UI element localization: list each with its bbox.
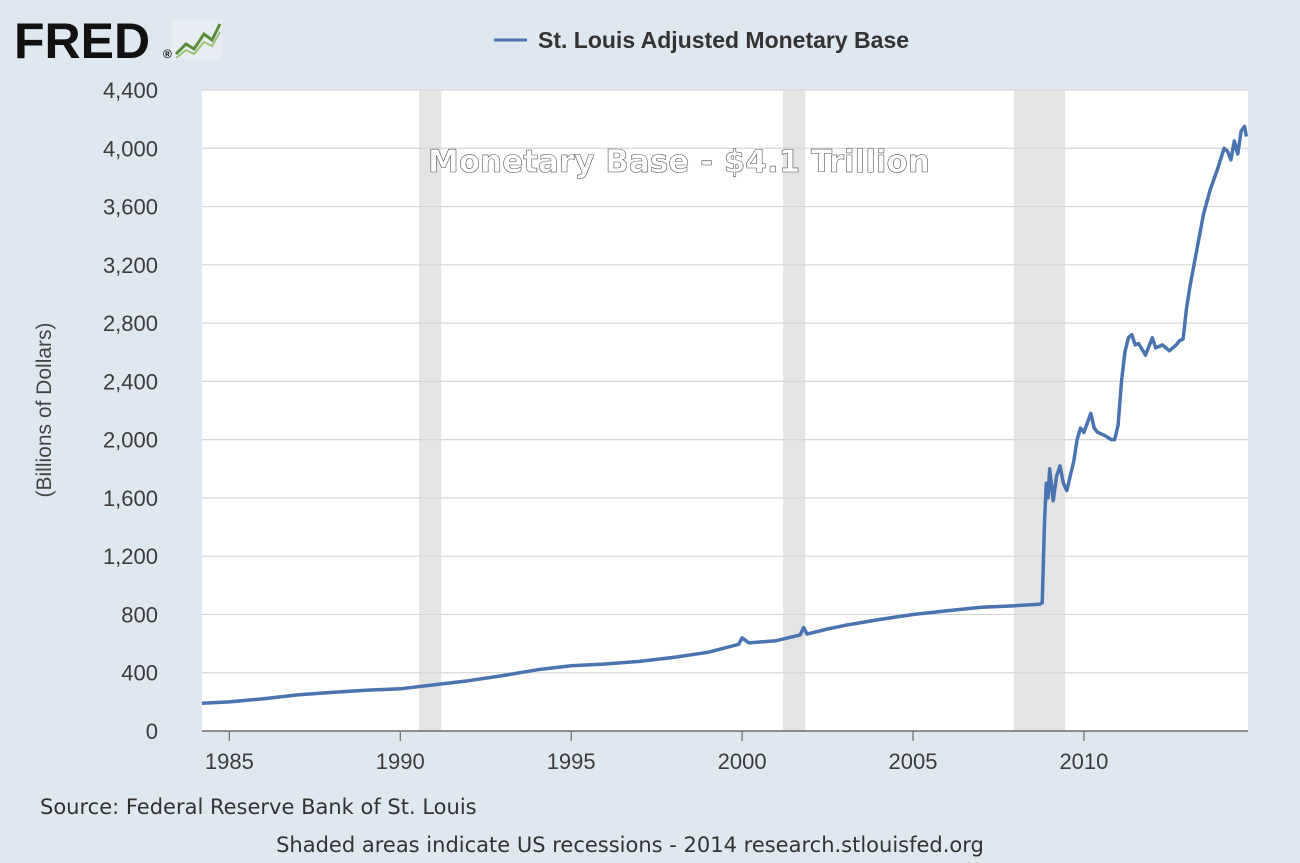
recession-band-3 xyxy=(1013,90,1066,731)
fred-logo-text: FRED xyxy=(14,13,150,69)
y-tick-label-3600: 3,600 xyxy=(103,195,158,220)
y-tick-label-1600: 1,600 xyxy=(103,486,158,511)
y-axis-ticks: 0 400 800 1,200 1,600 2,000 2,400 2,800 3,200 3,6… xyxy=(103,78,158,744)
x-tick-label-2010: 2010 xyxy=(1059,749,1108,774)
fred-logo-registered: ® xyxy=(163,47,172,61)
recession-note: Shaded areas indicate US recessions - 20… xyxy=(276,833,984,857)
logo-chart-icon xyxy=(172,20,222,60)
y-tick-label-4400: 4,400 xyxy=(103,78,158,103)
x-axis-ticks: 1985 1990 1995 2000 2005 2010 xyxy=(205,731,1108,774)
y-tick-label-2000: 2,000 xyxy=(103,428,158,453)
y-tick-label-400: 400 xyxy=(121,661,158,686)
y-tick-label-800: 800 xyxy=(121,602,158,627)
y-tick-label-3200: 3,200 xyxy=(103,253,158,278)
y-tick-label-4000: 4,000 xyxy=(103,136,158,161)
y-tick-label-0: 0 xyxy=(146,719,158,744)
x-tick-label-1995: 1995 xyxy=(547,749,596,774)
y-tick-label-2400: 2,400 xyxy=(103,369,158,394)
plot-area xyxy=(202,90,1248,731)
legend-label: St. Louis Adjusted Monetary Base xyxy=(538,27,909,53)
gridlines xyxy=(202,89,1248,674)
series-line-1 xyxy=(201,124,1249,706)
recession-band-1 xyxy=(419,90,442,731)
x-tick-label-1985: 1985 xyxy=(205,749,254,774)
y-tick-label-1200: 1,200 xyxy=(103,544,158,569)
chart-annotation: Monetary Base - $4.1 Trillion xyxy=(428,144,930,180)
fred-logo: FRED ® xyxy=(14,13,222,69)
y-axis-label: (Billions of Dollars) xyxy=(33,322,56,497)
x-tick-label-2005: 2005 xyxy=(889,749,938,774)
x-tick-label-1990: 1990 xyxy=(376,749,425,774)
recession-bands xyxy=(419,90,1066,731)
x-tick-label-2000: 2000 xyxy=(718,749,767,774)
recession-band-2 xyxy=(783,90,806,731)
legend: St. Louis Adjusted Monetary Base xyxy=(494,27,909,53)
y-tick-label-2800: 2,800 xyxy=(103,311,158,336)
series-group xyxy=(201,124,1249,706)
source-text: Source: Federal Reserve Bank of St. Loui… xyxy=(40,795,477,819)
